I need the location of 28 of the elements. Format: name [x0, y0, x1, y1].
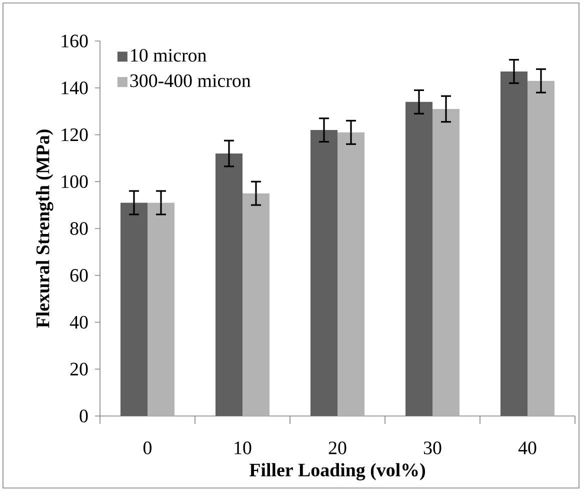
- legend-label: 10 micron: [131, 48, 206, 62]
- x-tick-label: 20: [328, 442, 346, 454]
- bar: [120, 202, 148, 416]
- x-tick-label: 10: [234, 442, 252, 454]
- bar: [406, 102, 432, 416]
- x-tick-label: 40: [518, 442, 536, 454]
- bar: [310, 130, 338, 416]
- y-tick-label: 100: [62, 175, 88, 188]
- bar: [338, 132, 364, 416]
- bar: [500, 71, 528, 416]
- y-tick-label: 120: [62, 128, 88, 142]
- y-tick-label: 80: [70, 222, 88, 235]
- y-tick-label: 160: [62, 34, 88, 48]
- bar: [432, 108, 460, 416]
- y-tick-label: 20: [70, 362, 88, 376]
- y-axis-title: Flexural Strength (MPa): [36, 130, 54, 328]
- bar: [528, 80, 554, 416]
- legend-label: 300-400 micron: [130, 74, 251, 88]
- bar: [148, 202, 174, 416]
- y-tick-label: 0: [80, 410, 88, 422]
- y-tick-label: 140: [62, 81, 88, 94]
- x-axis-title: Filler Loading (vol%): [249, 463, 425, 480]
- x-tick-label: 0: [143, 442, 152, 454]
- y-tick-label: 60: [70, 269, 88, 282]
- x-tick-label: 30: [424, 442, 442, 454]
- bar: [242, 193, 270, 416]
- y-tick-label: 40: [70, 316, 88, 329]
- bar: [216, 153, 242, 416]
